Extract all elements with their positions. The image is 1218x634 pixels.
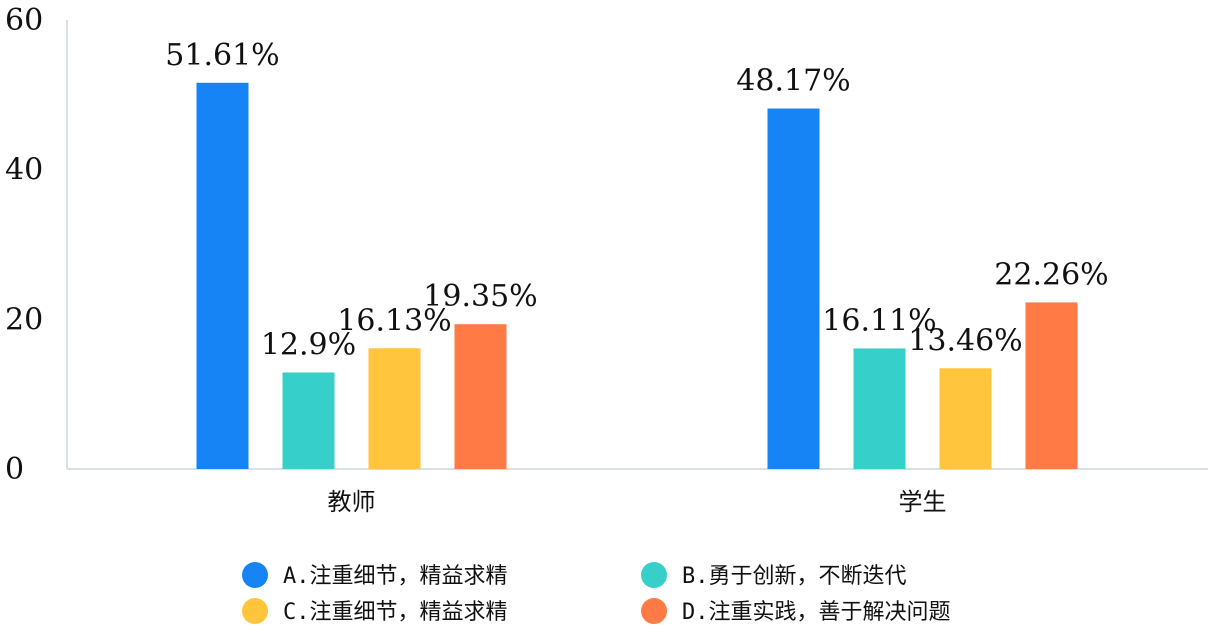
bar-label-group: 51.61% 12.9%16.13%19.35% 48.17% 16.11%13.46…	[165, 38, 1108, 363]
y-tick-label: 0	[5, 452, 24, 487]
legend-label: B.勇于创新，不断迭代	[682, 564, 907, 589]
bar-4-2	[1025, 302, 1078, 469]
bar-group	[196, 82, 1078, 470]
y-tick-label: 20	[5, 302, 43, 337]
x-category-label: 教师	[328, 488, 376, 516]
legend-item: B.勇于创新，不断迭代	[641, 562, 907, 589]
bar-1-1	[196, 82, 249, 470]
legend-label: C.注重细节，精益求精	[283, 600, 508, 625]
y-axis-ticks: 0 20 40 60	[5, 3, 43, 487]
legend-marker	[641, 562, 667, 588]
bar-value-label: 22.26%	[994, 257, 1108, 292]
category-label-group: 教师 学生	[328, 488, 947, 516]
legend-label: A.注重细节，精益求精	[283, 564, 508, 589]
bar-2-1	[282, 372, 335, 469]
bar-3-2	[939, 368, 992, 469]
x-category-label: 学生	[899, 488, 947, 516]
bar-value-label: 19.35%	[423, 279, 537, 314]
legend-item: A.注重细节，精益求精	[242, 562, 508, 589]
bar-4-1	[454, 324, 507, 469]
bar-2-2	[853, 348, 906, 469]
bar-3-1	[368, 348, 421, 469]
bar-value-label: 51.61%	[165, 38, 279, 73]
legend: A.注重细节，精益求精 B.勇于创新，不断迭代 C.注重细节，精益求精 D.注重实践，…	[242, 562, 951, 625]
bar-1-2	[767, 108, 820, 469]
y-tick-label: 40	[5, 153, 43, 188]
legend-label: D.注重实践，善于解决问题	[682, 600, 951, 625]
legend-marker	[641, 598, 667, 624]
y-tick-label: 60	[5, 3, 43, 38]
bar-value-label: 16.11%	[822, 303, 936, 338]
bar-value-label: 13.46%	[908, 323, 1022, 358]
legend-marker	[242, 598, 268, 624]
legend-item: C.注重细节，精益求精	[242, 598, 508, 625]
legend-item: D.注重实践，善于解决问题	[641, 598, 951, 625]
bar-value-label: 12.9%	[261, 327, 356, 362]
bar-value-label: 16.13%	[337, 303, 451, 338]
legend-marker	[242, 562, 268, 588]
bar-value-label: 48.17%	[736, 64, 850, 99]
